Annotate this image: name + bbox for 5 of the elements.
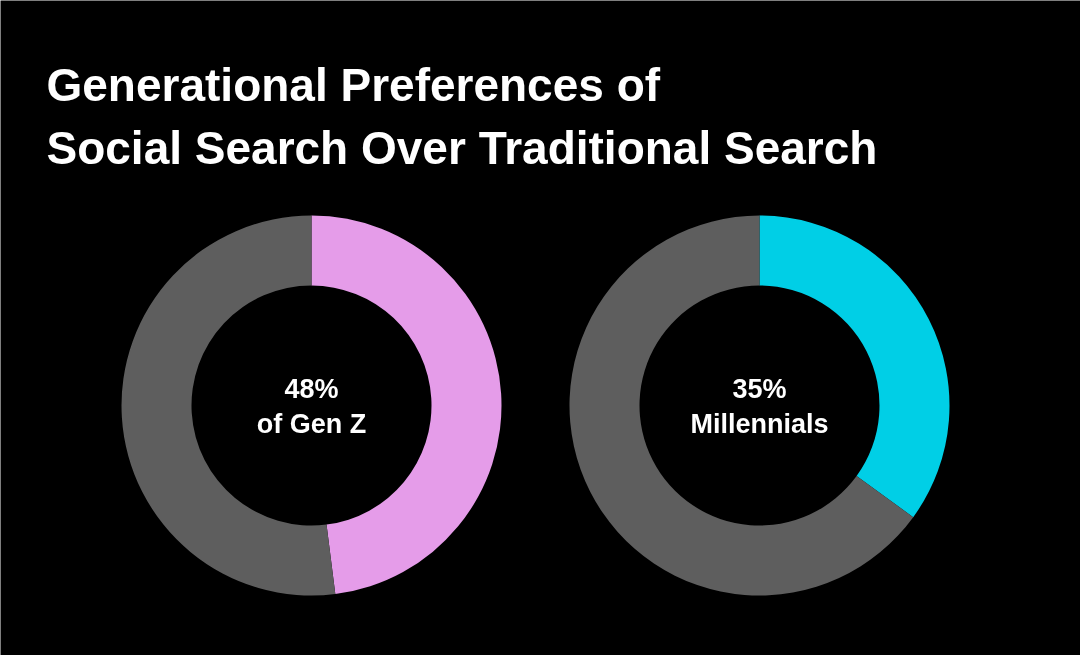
data-label: 35%: [732, 373, 787, 404]
slice-label: of Gen Z: [256, 408, 367, 439]
chart-title: Generational Preferences of Social Search Over Traditional Search: [46, 58, 878, 174]
data-label: 48%: [284, 373, 339, 404]
slice-label: Millennials: [690, 408, 829, 439]
